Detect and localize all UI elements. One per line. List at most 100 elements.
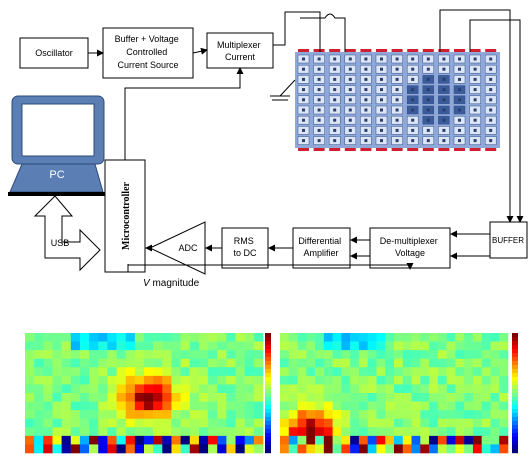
electrode <box>438 148 449 151</box>
heat-cell <box>359 393 368 402</box>
colorbar <box>265 433 271 437</box>
electrode <box>314 49 325 52</box>
heat-cell <box>385 342 394 351</box>
heat-cell <box>438 402 447 411</box>
heat-cell <box>236 350 245 359</box>
heat-cell <box>429 402 438 411</box>
heat-cell <box>394 350 403 359</box>
pc-edge <box>8 192 106 196</box>
heat-cell <box>403 419 412 428</box>
heat-cell <box>324 367 333 376</box>
heat-cell <box>298 410 307 419</box>
heat-cell <box>429 419 438 428</box>
heat-cell <box>107 350 116 359</box>
heat-cell <box>298 436 307 445</box>
heat-cell <box>98 376 107 385</box>
heat-cell <box>245 402 254 411</box>
heat-cell <box>71 350 80 359</box>
heat-cell <box>199 333 208 342</box>
heat-cell <box>171 333 180 342</box>
heat-cell <box>162 342 171 351</box>
heat-cell <box>126 427 135 436</box>
heat-cell <box>171 436 180 445</box>
heat-cell <box>43 419 52 428</box>
heat-cell <box>25 367 34 376</box>
heat-cell <box>412 419 421 428</box>
heat-cell <box>315 393 324 402</box>
heat-cell <box>126 393 135 402</box>
heat-cell <box>350 342 359 351</box>
cell-dot <box>411 78 414 81</box>
heat-cell <box>171 367 180 376</box>
cell-dot <box>380 109 383 112</box>
heat-cell <box>412 384 421 393</box>
heat-cell <box>385 367 394 376</box>
usb-arrow <box>35 196 100 270</box>
heat-cell <box>135 393 144 402</box>
heat-cell <box>98 427 107 436</box>
heat-cell <box>394 436 403 445</box>
heat-cell <box>80 333 89 342</box>
heat-cell <box>359 427 368 436</box>
heat-cell <box>52 444 61 453</box>
heat-cell <box>306 376 315 385</box>
heat-cell <box>464 393 473 402</box>
electrode <box>470 49 481 52</box>
cell-dot <box>318 129 321 132</box>
heat-cell <box>341 419 350 428</box>
colorbar <box>265 381 271 385</box>
heat-cell <box>499 444 508 453</box>
cell-dot <box>364 98 367 101</box>
heat-cell <box>162 402 171 411</box>
heat-cell <box>289 333 298 342</box>
heat-cell <box>162 333 171 342</box>
wire <box>300 14 345 52</box>
cell-dot <box>333 68 336 71</box>
heat-cell <box>199 436 208 445</box>
heat-cell <box>368 419 377 428</box>
heat-cell <box>341 342 350 351</box>
heat-cell <box>490 444 499 453</box>
heat-cell <box>199 444 208 453</box>
heat-cell <box>333 393 342 402</box>
heat-cell <box>226 402 235 411</box>
heat-cell <box>324 350 333 359</box>
heat-cell <box>34 410 43 419</box>
heat-cell <box>162 384 171 393</box>
heat-cell <box>43 427 52 436</box>
symbol: V <box>143 278 151 289</box>
heat-cell <box>181 427 190 436</box>
heat-cell <box>245 419 254 428</box>
cell-dot <box>458 98 461 101</box>
heat-cell <box>420 350 429 359</box>
heat-cell <box>80 393 89 402</box>
heat-cell <box>98 419 107 428</box>
heat-cell <box>254 419 263 428</box>
heat-cell <box>315 444 324 453</box>
heat-cell <box>333 444 342 453</box>
heat-cell <box>341 350 350 359</box>
heat-cell <box>341 402 350 411</box>
heat-cell <box>254 376 263 385</box>
heat-cell <box>280 427 289 436</box>
heat-cell <box>324 402 333 411</box>
heat-cell <box>420 410 429 419</box>
v-magnitude-label: V magnitude <box>143 278 200 289</box>
heat-cell <box>350 367 359 376</box>
heat-cell <box>298 342 307 351</box>
heat-cell <box>341 359 350 368</box>
heat-cell <box>473 410 482 419</box>
heat-cell <box>181 333 190 342</box>
heat-cell <box>280 410 289 419</box>
cell-dot <box>474 68 477 71</box>
heat-cell <box>315 427 324 436</box>
colorbar <box>512 373 518 377</box>
heat-cell <box>376 410 385 419</box>
heat-cell <box>236 427 245 436</box>
heat-cell <box>499 393 508 402</box>
heat-cell <box>447 402 456 411</box>
heat-cell <box>490 427 499 436</box>
heat-cell <box>135 333 144 342</box>
heat-cell <box>89 419 98 428</box>
heat-cell <box>217 350 226 359</box>
